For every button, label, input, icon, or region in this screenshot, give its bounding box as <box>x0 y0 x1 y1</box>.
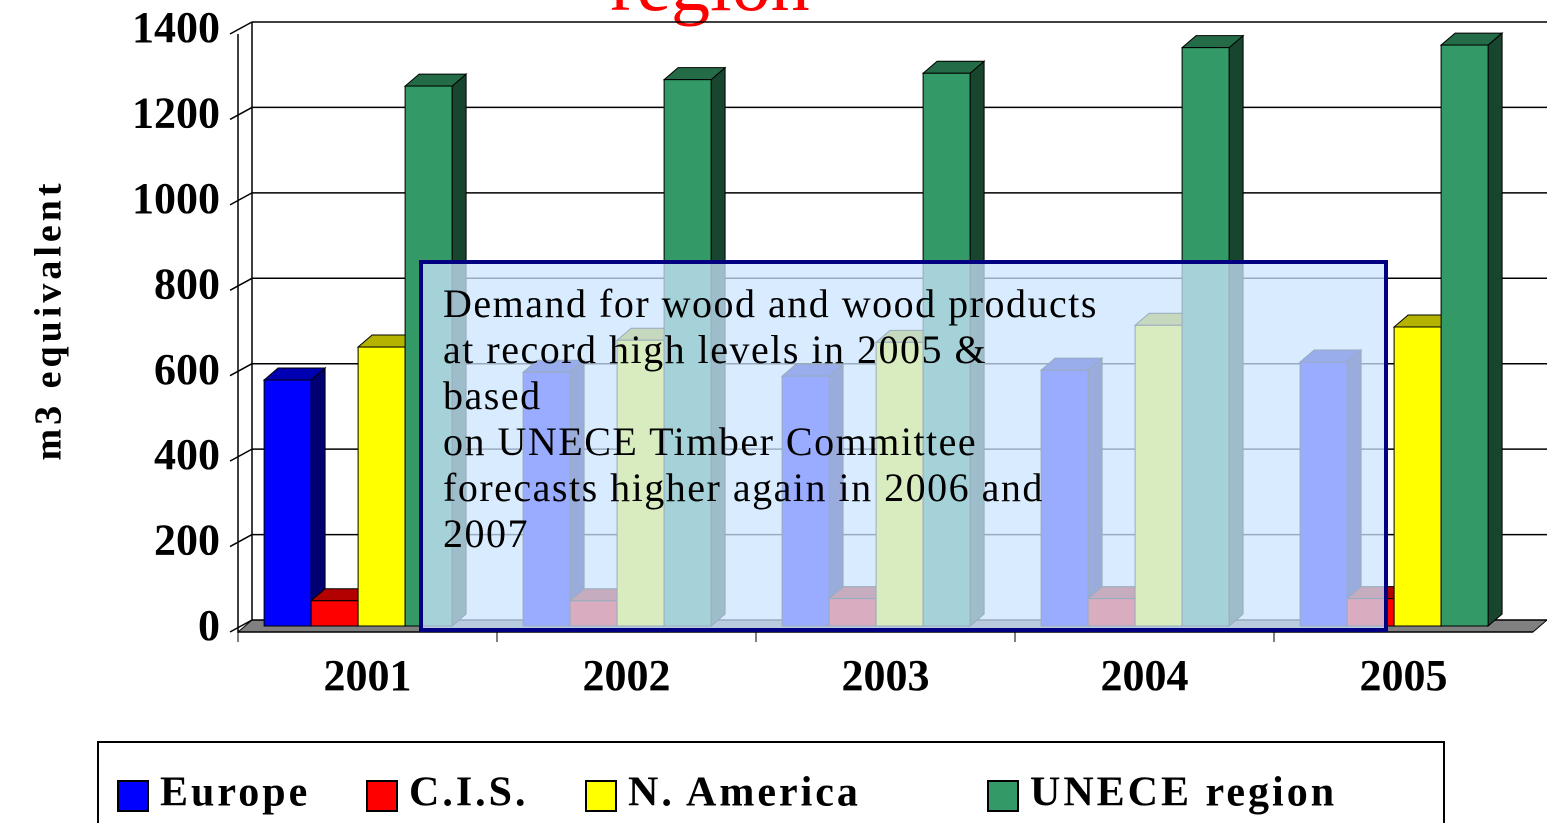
x-tick-label: 2003 <box>842 651 930 700</box>
tick-mark <box>229 533 253 548</box>
legend <box>97 741 1445 823</box>
y-tick-label: 1000 <box>132 174 220 223</box>
annotation-text: forecasts higher again in 2006 and <box>443 465 1044 510</box>
tick-mark <box>229 106 253 121</box>
annotation-box <box>419 260 1388 632</box>
bar <box>1439 31 1504 628</box>
legend-swatch <box>585 780 617 812</box>
bar <box>262 366 327 628</box>
y-tick-label: 800 <box>154 259 220 308</box>
y-tick-label: 200 <box>154 516 220 565</box>
legend-label: Europe <box>160 770 310 816</box>
x-tick-label: 2005 <box>1360 651 1448 700</box>
chart-title: region <box>610 0 809 27</box>
y-tick-label: 600 <box>154 345 220 394</box>
bar-side <box>1487 31 1503 628</box>
x-tick-label: 2004 <box>1101 651 1189 700</box>
x-tick-label: 2002 <box>583 651 671 700</box>
legend-label: UNECE region <box>1030 770 1337 816</box>
annotation-text: Demand for wood and wood products <box>443 281 1098 326</box>
bar-front <box>263 379 312 627</box>
y-tick-label: 1400 <box>132 3 220 52</box>
bar-front <box>1440 44 1489 627</box>
legend-swatch <box>366 780 398 812</box>
tick-mark <box>229 619 253 633</box>
annotation-text: on UNECE Timber Committee <box>443 419 977 464</box>
tick-mark <box>229 192 253 206</box>
bar-front <box>357 346 406 627</box>
legend-swatch <box>987 780 1019 812</box>
bar-front <box>1393 326 1442 627</box>
y-axis-label: m3 equivalent <box>28 179 70 460</box>
y-tick-label: 400 <box>154 430 220 479</box>
y-tick-label: 0 <box>198 601 220 650</box>
y-tick-label: 1200 <box>132 89 220 138</box>
legend-label: C.I.S. <box>409 770 529 816</box>
annotation-text: based <box>443 373 542 418</box>
legend-swatch <box>117 780 149 812</box>
x-tick-label: 2001 <box>324 651 412 700</box>
tick-mark <box>229 21 253 35</box>
tick-mark <box>229 277 253 291</box>
annotation-text: at record high levels in 2005 & <box>443 327 987 372</box>
tick-mark <box>229 363 253 377</box>
legend-label: N. America <box>628 770 861 816</box>
tick-mark <box>229 448 253 462</box>
annotation-text: 2007 <box>443 511 529 556</box>
bar-front <box>310 600 359 627</box>
bar-side <box>310 366 326 628</box>
